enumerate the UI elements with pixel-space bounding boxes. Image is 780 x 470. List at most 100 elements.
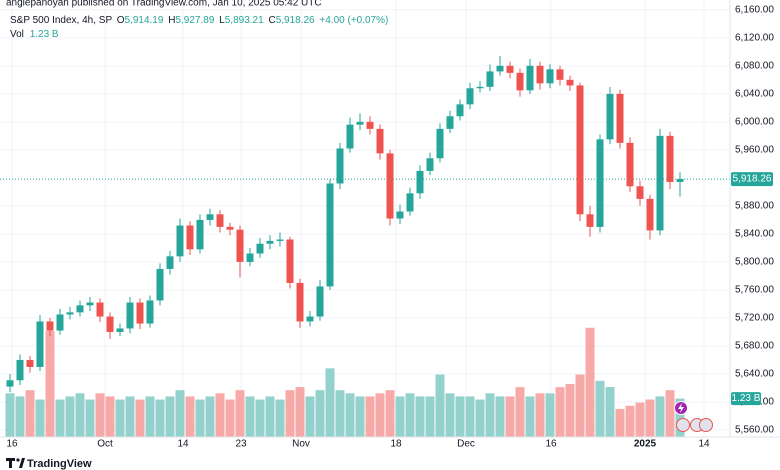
volume-bar	[185, 396, 195, 437]
y-tick-label: 5,560.00	[735, 425, 774, 436]
candle-body	[386, 153, 394, 219]
candle-body	[216, 214, 224, 227]
volume-bar	[525, 396, 535, 437]
volume-bar	[355, 396, 365, 437]
x-tick-label: 2025	[634, 439, 657, 450]
volume-bar	[595, 380, 605, 437]
flag-icon	[676, 418, 690, 432]
volume-legend: Vol 1.23 B	[10, 29, 59, 40]
x-tick-label: 14	[177, 439, 189, 450]
legend-low: 5,893.21	[225, 15, 264, 26]
y-tick-label: 5,760.00	[735, 285, 774, 296]
candle-body	[366, 121, 374, 129]
y-tick-label: 5,840.00	[735, 229, 774, 240]
candle-body	[336, 148, 344, 184]
candle-body	[356, 121, 364, 125]
candle-body	[666, 135, 674, 182]
candle-body	[26, 359, 34, 367]
candle-body	[36, 321, 44, 367]
x-tick-label: 16	[6, 439, 18, 450]
volume-bar	[535, 393, 545, 437]
candle-body	[316, 286, 324, 317]
candle-body	[176, 225, 184, 257]
last-price-badge: 5,918.26	[731, 172, 773, 187]
volume-bar	[485, 393, 495, 437]
volume-bar	[75, 393, 85, 437]
candle-body	[616, 93, 624, 143]
candle-body	[206, 214, 214, 220]
candle-body	[546, 69, 554, 84]
volume-bar	[515, 387, 525, 437]
y-tick-label: 5,880.00	[735, 201, 774, 212]
volume-bar	[475, 399, 485, 437]
volume-bar	[175, 390, 185, 437]
y-tick-label: 6,160.00	[735, 4, 774, 15]
candle-body	[436, 128, 444, 159]
volume-bar	[545, 393, 555, 437]
volume-layer	[5, 327, 685, 437]
volume-bar	[315, 390, 325, 437]
candle-body	[636, 186, 644, 199]
volume-bar	[205, 396, 215, 437]
candle-body	[516, 72, 524, 91]
candle-body	[156, 268, 164, 301]
volume-value: 1.23 B	[30, 29, 59, 40]
volume-bar	[565, 383, 575, 437]
candle-body	[586, 214, 594, 227]
candle-body	[676, 179, 684, 182]
volume-bar	[585, 327, 595, 437]
candle-body	[96, 302, 104, 317]
volume-bar	[665, 390, 675, 437]
candle-body	[266, 240, 274, 244]
volume-bar	[45, 330, 55, 437]
legend-symbol: S&P 500 Index, 4h, SP	[10, 15, 112, 26]
candle-body	[416, 170, 424, 194]
volume-bar	[65, 396, 75, 437]
volume-bar	[155, 399, 165, 437]
volume-bar	[325, 368, 335, 437]
candle-body	[566, 79, 574, 86]
volume-bar	[605, 387, 615, 437]
candle-body	[496, 65, 504, 72]
candle-body	[626, 142, 634, 187]
candle-body	[86, 302, 94, 306]
volume-bar	[235, 390, 245, 437]
last-volume-box	[731, 392, 761, 406]
y-tick-label: 5,640.00	[735, 369, 774, 380]
candle-body	[166, 256, 174, 269]
candle-body	[456, 104, 464, 117]
legend-open-label: O	[117, 15, 125, 26]
x-tick-label: 16	[545, 439, 557, 450]
footer: TradingView	[6, 458, 92, 470]
volume-bar	[135, 399, 145, 437]
candle-body	[6, 380, 14, 387]
candle-body	[576, 85, 584, 215]
candle-body	[596, 139, 604, 227]
candle-body	[426, 158, 434, 171]
candle-body	[466, 88, 474, 105]
volume-bar	[105, 396, 115, 437]
candle-body	[556, 69, 564, 80]
volume-bar	[495, 396, 505, 437]
y-tick-label: 5,800.00	[735, 257, 774, 268]
volume-bar	[645, 399, 655, 437]
x-tick-label: 14	[698, 439, 710, 450]
volume-bar	[215, 393, 225, 437]
candle-body	[506, 65, 514, 73]
x-tick-label: Oct	[97, 439, 113, 450]
legend-high-label: H	[168, 15, 175, 26]
volume-bar	[195, 399, 205, 437]
candle-body	[406, 193, 414, 212]
volume-bar	[165, 396, 175, 437]
candle-layer	[6, 56, 684, 393]
attribution: TradingView	[27, 458, 92, 470]
volume-bar	[465, 396, 475, 437]
candle-body	[476, 86, 484, 89]
event-icon-glyph	[678, 403, 684, 413]
candle-body	[446, 116, 454, 129]
candle-body	[46, 321, 54, 331]
volume-bar	[455, 396, 465, 437]
volume-bar	[275, 399, 285, 437]
candle-body	[246, 253, 254, 262]
